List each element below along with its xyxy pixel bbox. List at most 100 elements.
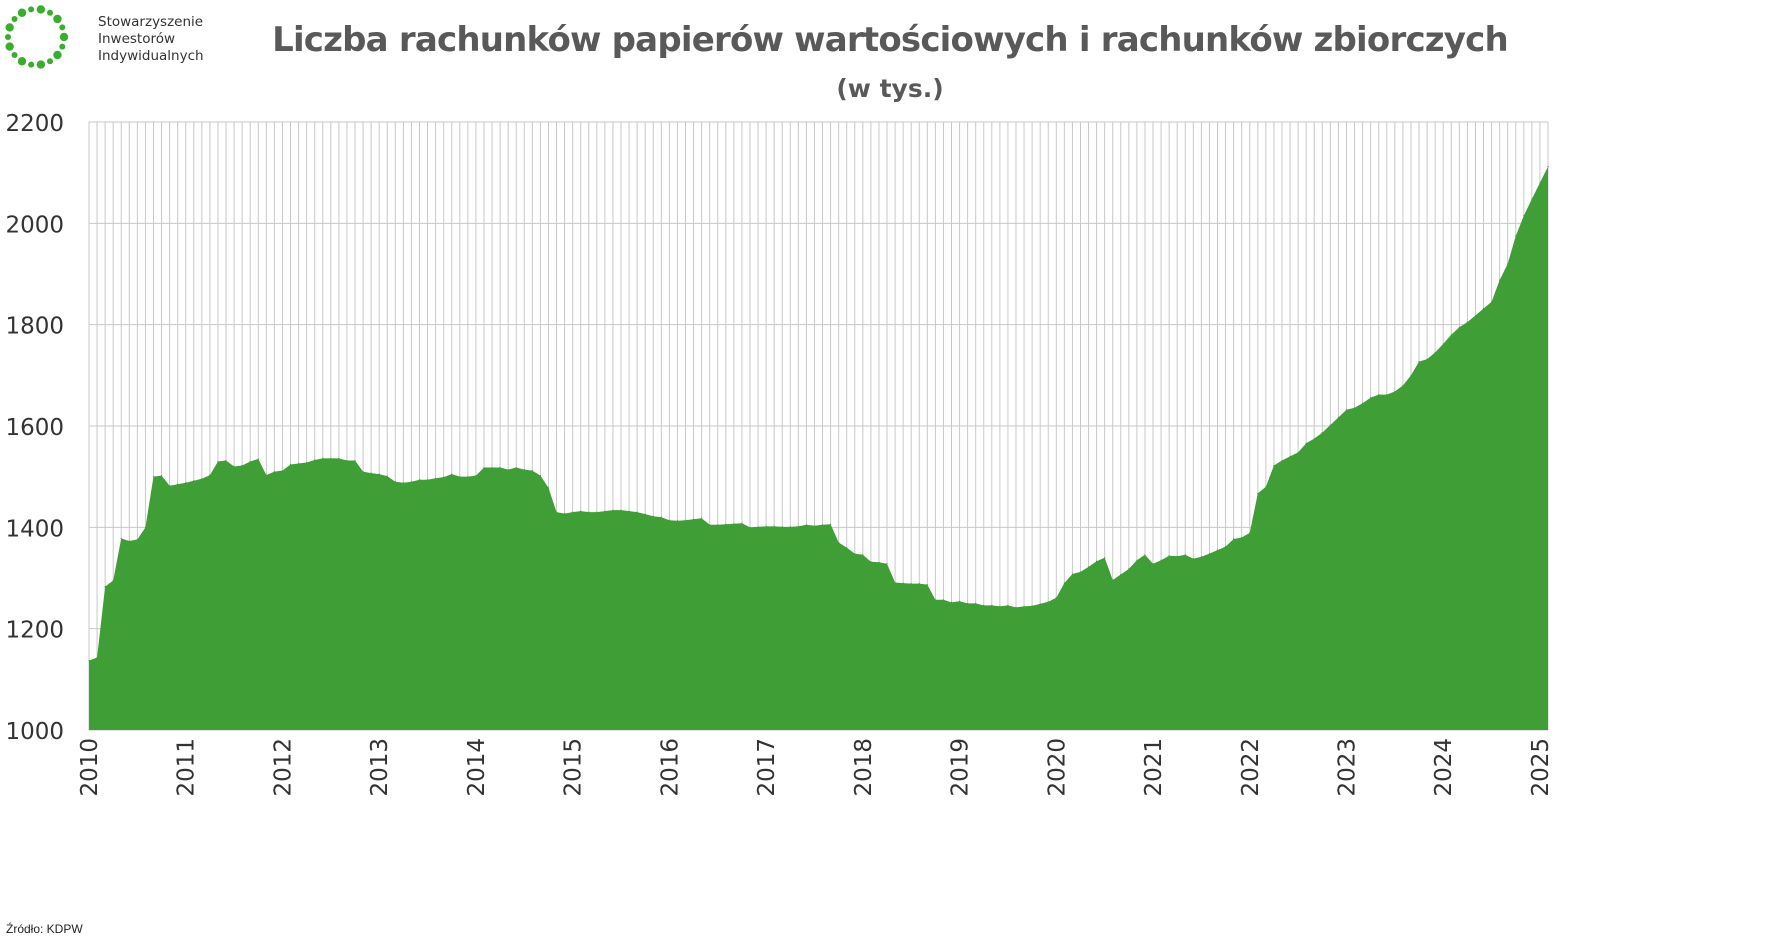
data-point <box>588 511 590 513</box>
data-point <box>104 586 106 588</box>
data-point <box>1176 555 1178 557</box>
y-tick-label: 1000 <box>5 719 64 745</box>
data-point <box>652 515 654 517</box>
data-point <box>1192 558 1194 560</box>
data-point <box>709 524 711 526</box>
data-point <box>112 579 114 582</box>
x-tick-label: 2013 <box>367 738 393 797</box>
y-tick-label: 1600 <box>5 415 64 441</box>
data-point <box>975 602 977 604</box>
data-point <box>394 481 396 483</box>
data-point <box>314 459 316 461</box>
data-point <box>426 479 429 481</box>
data-point <box>934 599 936 601</box>
logo-dot <box>59 24 66 31</box>
y-tick-label: 1400 <box>5 516 64 542</box>
data-point <box>1128 568 1130 570</box>
data-point <box>1184 554 1186 556</box>
data-point <box>926 583 928 586</box>
data-point <box>1112 579 1114 581</box>
data-point <box>177 483 179 485</box>
x-tick-label: 2017 <box>754 738 780 797</box>
data-point <box>1362 402 1364 404</box>
logo-dot <box>36 5 46 14</box>
data-point <box>459 476 461 478</box>
x-tick-label: 2020 <box>1044 738 1070 797</box>
logo-dot <box>53 14 62 24</box>
data-point <box>185 482 187 484</box>
data-point <box>1482 307 1485 310</box>
data-point <box>636 511 638 513</box>
x-tick-label: 2010 <box>77 738 103 797</box>
data-point <box>1136 559 1138 561</box>
data-point <box>612 509 614 511</box>
data-point <box>1015 606 1017 608</box>
logo-ring-icon <box>5 5 69 69</box>
data-point <box>499 466 501 469</box>
data-point <box>1547 165 1549 168</box>
data-point <box>1305 442 1307 444</box>
logo-dot <box>5 34 11 40</box>
data-point <box>1345 409 1348 411</box>
data-point <box>1402 384 1404 387</box>
data-point <box>201 478 203 480</box>
data-point <box>1265 486 1267 488</box>
logo-line-3: Indywidualnych <box>98 48 204 64</box>
data-point <box>136 538 138 541</box>
x-tick-label: 2011 <box>174 738 200 797</box>
logo-dot <box>59 43 66 50</box>
data-point <box>1499 279 1501 281</box>
logo-line-1: Stowarzyszenie <box>98 14 204 30</box>
data-point <box>1144 554 1146 556</box>
chart-title: Liczba rachunków papierów wartościowych … <box>272 20 1509 60</box>
logo-dot <box>17 8 27 17</box>
data-point <box>1079 571 1082 573</box>
y-tick-label: 2000 <box>5 212 64 238</box>
data-point <box>596 511 598 513</box>
data-point <box>733 523 735 525</box>
source-note: Źródło: KDPW <box>6 922 83 936</box>
data-point <box>644 513 646 515</box>
data-point <box>1257 492 1259 494</box>
data-point <box>160 475 163 477</box>
logo-dot <box>59 32 69 42</box>
data-point <box>991 604 993 606</box>
data-point <box>999 605 1001 607</box>
x-tick-label: 2025 <box>1528 738 1554 797</box>
data-point <box>386 475 388 477</box>
data-point <box>1490 301 1493 303</box>
data-point <box>515 466 517 469</box>
data-point <box>668 519 670 521</box>
data-point <box>249 460 251 463</box>
data-point <box>322 457 324 460</box>
data-point <box>1007 604 1009 606</box>
data-point <box>338 457 340 460</box>
data-point <box>1216 549 1219 551</box>
data-point <box>870 561 872 563</box>
x-tick-label: 2012 <box>270 738 296 797</box>
data-point <box>346 459 348 462</box>
logo-dot <box>28 6 35 13</box>
logo-dot <box>36 60 46 69</box>
data-point <box>620 509 622 511</box>
x-tick-label: 2018 <box>851 738 877 797</box>
data-point <box>410 481 413 483</box>
data-point <box>1047 601 1049 603</box>
data-point <box>1426 358 1428 360</box>
data-point <box>572 511 574 513</box>
logo-line-2: Inwestorów <box>98 31 176 47</box>
data-point <box>1233 538 1235 540</box>
data-point <box>306 461 308 464</box>
data-point <box>829 523 832 525</box>
data-point <box>297 462 300 465</box>
data-point <box>781 526 783 528</box>
data-point <box>1224 545 1227 548</box>
data-point <box>1087 566 1090 568</box>
data-point <box>475 475 477 477</box>
data-point <box>789 526 791 528</box>
data-point <box>1378 393 1380 396</box>
data-point <box>983 604 985 606</box>
data-point <box>1507 263 1509 265</box>
data-point <box>563 513 566 515</box>
data-point <box>1039 603 1041 605</box>
